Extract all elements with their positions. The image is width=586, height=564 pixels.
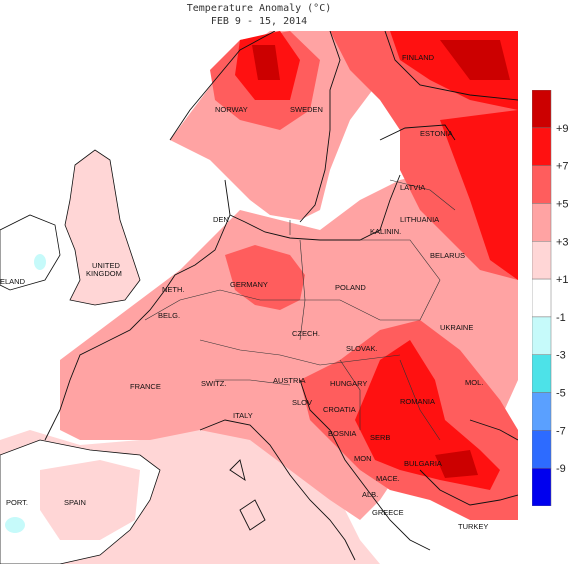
legend-swatch xyxy=(532,392,552,431)
ireland-land xyxy=(0,214,61,291)
label-belg: BELG. xyxy=(158,311,180,320)
legend-swatches xyxy=(532,90,552,506)
legend-label: -7 xyxy=(556,425,566,437)
label-uk-line2: KINGDOM xyxy=(86,269,122,278)
label-sweden: SWEDEN xyxy=(290,105,323,114)
legend-swatch xyxy=(532,241,552,280)
label-hungary: HUNGARY xyxy=(330,379,367,388)
legend-swatch xyxy=(532,203,552,242)
label-belarus: BELARUS xyxy=(430,251,465,260)
anomaly-zone-red-baltic-east xyxy=(440,110,518,280)
label-mol: MOL. xyxy=(465,378,483,387)
label-romania: ROMANIA xyxy=(400,397,435,406)
label-switz: SWITZ. xyxy=(201,379,226,388)
legend-swatch xyxy=(532,354,552,393)
uk-land xyxy=(64,149,141,306)
legend-label: +1 xyxy=(556,274,569,286)
label-uk-line1: UNITED xyxy=(92,261,121,270)
label-bulgaria: BULGARIA xyxy=(404,459,442,468)
label-germany: GERMANY xyxy=(230,280,268,289)
ireland-cold-spot xyxy=(34,254,46,270)
label-den: DEN xyxy=(213,215,229,224)
label-neth: NETH. xyxy=(162,285,185,294)
label-mon: MON xyxy=(354,454,372,463)
label-lithuania: LITHUANIA xyxy=(400,215,439,224)
label-finland: FINLAND xyxy=(402,53,435,62)
label-ireland: ELAND xyxy=(0,277,26,286)
portugal-cold-spot xyxy=(5,517,25,533)
label-turkey: TURKEY xyxy=(458,522,488,531)
legend-swatch xyxy=(532,165,552,204)
label-alb: ALB. xyxy=(362,490,378,499)
label-spain: SPAIN xyxy=(64,498,86,507)
label-croatia: CROATIA xyxy=(323,405,356,414)
label-austria: AUSTRIA xyxy=(273,376,306,385)
legend-label: +7 xyxy=(556,161,569,173)
legend-label: -1 xyxy=(556,312,566,324)
temperature-anomaly-map: FINLAND NORWAY SWEDEN ESTONIA LATVIA LIT… xyxy=(0,31,518,564)
label-italy: ITALY xyxy=(233,411,253,420)
anomaly-zone-orange-germany xyxy=(225,245,305,310)
legend-label: -5 xyxy=(556,388,566,400)
label-greece: GREECE xyxy=(372,508,404,517)
label-estonia: ESTONIA xyxy=(420,129,453,138)
map-title: Temperature Anomaly (°C) FEB 9 - 15, 201… xyxy=(0,2,518,28)
anomaly-zone-darkred-norway xyxy=(252,45,280,80)
country-borders xyxy=(144,179,456,441)
label-latvia: LATVIA xyxy=(400,183,425,192)
coastlines xyxy=(44,31,518,561)
anomaly-zone-darkred-bulgaria xyxy=(435,450,478,478)
legend-swatch xyxy=(532,467,552,506)
label-ukraine: UKRAINE xyxy=(440,323,473,332)
legend-label: +3 xyxy=(556,236,569,248)
label-port: PORT. xyxy=(6,498,28,507)
anomaly-zone-darkred-finland xyxy=(440,40,510,80)
label-norway: NORWAY xyxy=(215,105,248,114)
legend-label: +9 xyxy=(556,123,569,135)
legend-swatch xyxy=(532,90,552,129)
map-title-line2: FEB 9 - 15, 2014 xyxy=(210,16,308,27)
map-title-line1: Temperature Anomaly (°C) xyxy=(186,3,332,14)
legend-swatch xyxy=(532,127,552,166)
label-bosnia: BOSNIA xyxy=(328,429,356,438)
label-slov: SLOV xyxy=(292,398,312,407)
legend-label: -9 xyxy=(556,463,566,475)
label-uk: UNITED KINGDOM xyxy=(86,261,122,278)
color-legend: +9 +7 +5 +3 +1 -1 -3 -5 -7 -9 xyxy=(532,90,569,506)
label-slovak: SLOVAK. xyxy=(346,344,378,353)
legend-swatch xyxy=(532,278,552,318)
legend-swatch xyxy=(532,316,552,355)
country-labels: FINLAND NORWAY SWEDEN ESTONIA LATVIA LIT… xyxy=(0,53,488,531)
legend-swatch xyxy=(532,430,552,469)
label-serb: SERB xyxy=(370,433,390,442)
label-kalinin: KALININ. xyxy=(370,227,401,236)
label-czech: CZECH. xyxy=(292,329,320,338)
legend-labels: +9 +7 +5 +3 +1 -1 -3 -5 -7 -9 xyxy=(556,123,569,475)
label-poland: POLAND xyxy=(335,283,366,292)
legend-label: -3 xyxy=(556,350,566,362)
legend-label: +5 xyxy=(556,198,569,210)
label-france: FRANCE xyxy=(130,382,161,391)
iberia-warm-area xyxy=(40,460,140,540)
label-maced: MACE. xyxy=(376,474,400,483)
